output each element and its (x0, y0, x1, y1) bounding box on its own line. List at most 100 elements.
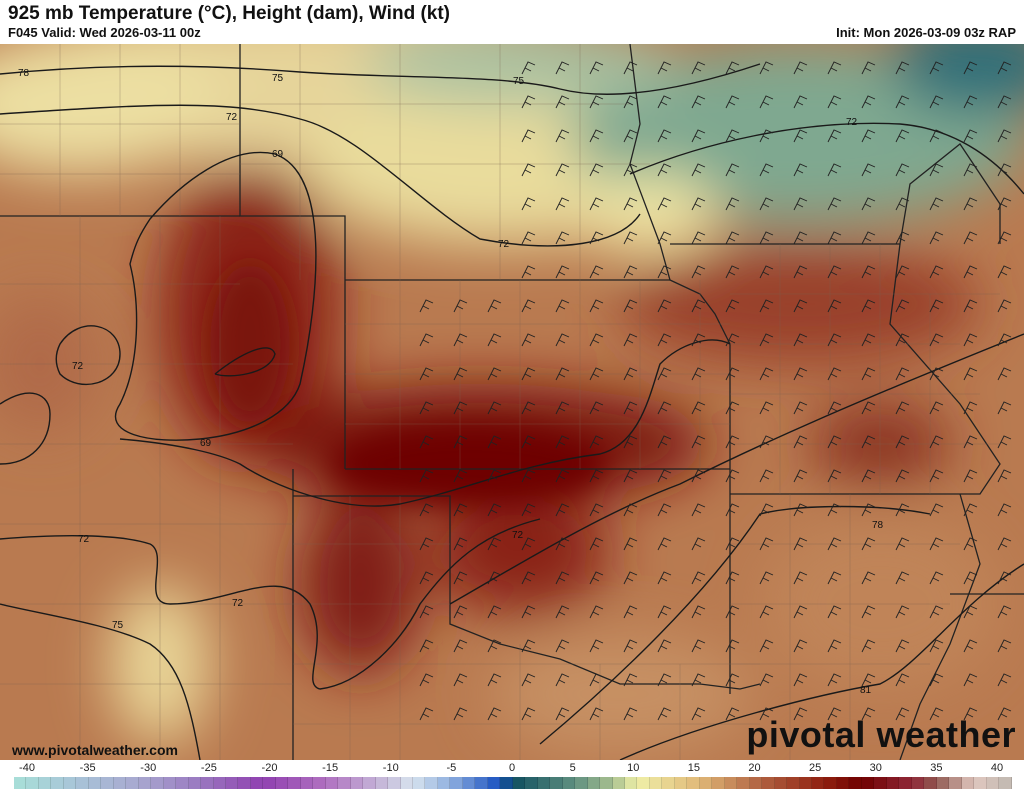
wind-barb (555, 129, 570, 143)
wind-barb (521, 469, 536, 483)
colorbar-cell (861, 777, 875, 789)
wind-barb (963, 469, 978, 483)
wind-barb (487, 571, 502, 585)
colorbar-tick: 25 (809, 762, 822, 774)
wind-barb (793, 231, 808, 245)
wind-barb (657, 333, 672, 347)
colorbar-tick: 0 (508, 762, 516, 774)
colorbar-cell (14, 777, 27, 789)
wind-barb (487, 401, 502, 415)
colorbar-cell (649, 777, 663, 789)
wind-barb (657, 163, 672, 177)
colorbar-cell (250, 777, 264, 789)
colorbar-cell (176, 777, 189, 789)
wind-barb (725, 503, 740, 517)
colorbar-cell (799, 777, 812, 789)
colorbar-cell (550, 777, 563, 789)
wind-barb (895, 605, 910, 619)
wind-barb (521, 401, 536, 415)
wind-barb (759, 265, 774, 279)
wind-barb (793, 605, 808, 619)
colorbar-tick: -40 (19, 762, 35, 774)
colorbar-cell (886, 777, 900, 789)
wind-barb (555, 469, 570, 483)
wind-barb (725, 435, 740, 449)
wind-barb (963, 299, 978, 313)
wind-barb (997, 163, 1012, 177)
wind-barb (453, 673, 468, 687)
county-lines (0, 44, 1000, 760)
wind-barb (487, 435, 502, 449)
colorbar-cell (724, 777, 738, 789)
wind-barb (861, 707, 876, 721)
wind-barb (453, 707, 468, 721)
wind-barb (521, 129, 536, 143)
wind-barb (419, 673, 434, 687)
wind-barb (861, 401, 876, 415)
wind-barb (861, 435, 876, 449)
init-time: Init: Mon 2026-03-09 03z RAP (836, 25, 1016, 40)
wind-barb (895, 367, 910, 381)
colorbar-cell (587, 777, 601, 789)
wind-barb (419, 571, 434, 585)
wind-barb (997, 435, 1012, 449)
wind-barb (997, 95, 1012, 109)
wind-barb (725, 299, 740, 313)
colorbar-tick: 20 (748, 762, 761, 774)
wind-barb (555, 299, 570, 313)
contour-label: 72 (78, 534, 90, 545)
wind-barb (793, 537, 808, 551)
wind-barb (827, 605, 842, 619)
wind-barb (759, 367, 774, 381)
wind-barb (555, 95, 570, 109)
wind-barb (657, 435, 672, 449)
colorbar-tick: -15 (322, 762, 339, 774)
wind-barb (895, 503, 910, 517)
wind-barb (793, 129, 808, 143)
colorbar-cell (238, 777, 251, 789)
contour-label: 78 (872, 520, 884, 531)
wind-barb (623, 129, 638, 143)
wind-barb (589, 673, 604, 687)
wind-barb (419, 707, 434, 721)
wind-barb (453, 469, 468, 483)
wind-barb (929, 571, 944, 585)
weather-map[interactable]: 78 75 75 72 69 72 72 69 72 72 75 72 72 7… (0, 44, 1024, 760)
colorbar-cell (762, 777, 775, 789)
wind-barb (997, 639, 1012, 653)
wind-barb (453, 503, 468, 517)
wind-barb (725, 163, 740, 177)
wind-barb (793, 197, 808, 211)
colorbar-cell (612, 777, 625, 789)
wind-barb (555, 231, 570, 245)
wind-barb (725, 571, 740, 585)
wind-barb (827, 673, 842, 687)
colorbar-cell (413, 777, 426, 789)
colorbar-cell (774, 777, 788, 789)
wind-barb (657, 61, 672, 75)
wind-barb (895, 469, 910, 483)
wind-barb (895, 707, 910, 721)
wind-barb (657, 605, 672, 619)
wind-barb (827, 197, 842, 211)
wind-barb (827, 367, 842, 381)
wind-barb (827, 707, 842, 721)
wind-barb (589, 163, 604, 177)
wind-barb (589, 571, 604, 585)
wind-barb (861, 95, 876, 109)
wind-barb (589, 537, 604, 551)
wind-barb (487, 469, 502, 483)
wind-barb (555, 401, 570, 415)
wind-barb (623, 265, 638, 279)
colorbar-cell (363, 777, 376, 789)
colorbar-cell (138, 777, 152, 789)
wind-barb (963, 673, 978, 687)
wind-barb (555, 707, 570, 721)
colorbar-cell (824, 777, 837, 789)
colorbar-cell (350, 777, 364, 789)
wind-barb (895, 61, 910, 75)
colorbar-cell (151, 777, 164, 789)
wind-barb (521, 571, 536, 585)
wind-barb (555, 435, 570, 449)
wind-barb (555, 537, 570, 551)
